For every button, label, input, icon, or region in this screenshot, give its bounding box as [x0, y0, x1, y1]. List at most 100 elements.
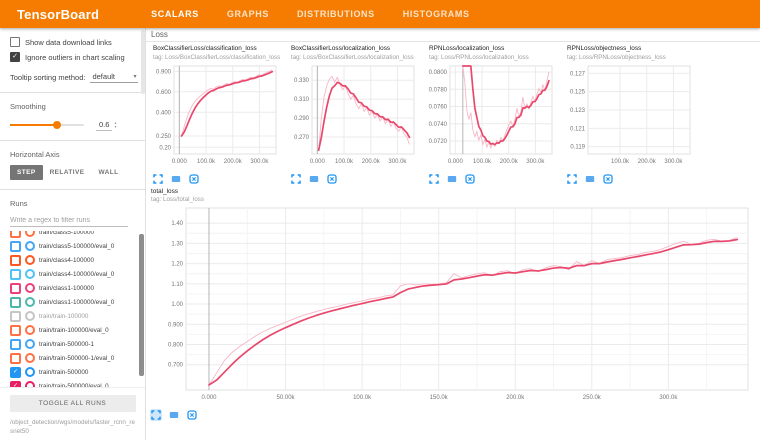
data-download-icon[interactable]: [168, 409, 180, 421]
expand-icon[interactable]: [290, 173, 302, 185]
data-download-icon[interactable]: [308, 173, 320, 185]
chart-toolbar: [152, 172, 286, 186]
run-checkbox[interactable]: [10, 338, 21, 350]
run-checkbox[interactable]: [10, 296, 21, 308]
expand-icon[interactable]: [566, 173, 578, 185]
chart-plot[interactable]: 0.127 0.125 0.123 0.121 0.119 100.0k 200.0k 300…: [562, 62, 696, 166]
smoothing-slider[interactable]: [10, 121, 84, 129]
tooltip-sort-dropdown[interactable]: default ▾: [90, 71, 139, 83]
show-download-checkbox[interactable]: [10, 37, 20, 47]
run-color-swatch[interactable]: [25, 381, 35, 387]
spinner-icon[interactable]: ▴ ▾: [114, 120, 117, 129]
category-header[interactable]: Loss: [146, 28, 760, 42]
run-color-swatch[interactable]: [25, 339, 35, 349]
chart-card: BoxClassifierLoss/localization_loss tag: …: [286, 45, 424, 186]
settings-sidebar: Show data download links ✓ Ignore outlie…: [0, 28, 146, 440]
run-color-swatch[interactable]: [25, 367, 35, 377]
run-color-swatch[interactable]: [25, 255, 35, 265]
run-item[interactable]: train/train-500000-1/eval_0: [0, 351, 145, 365]
run-checkbox[interactable]: [10, 310, 21, 322]
data-download-icon[interactable]: [446, 173, 458, 185]
tab-graphs[interactable]: GRAPHS: [226, 9, 269, 19]
run-checkbox[interactable]: ✓: [10, 366, 21, 378]
haxis-step[interactable]: STEP: [10, 165, 43, 180]
svg-text:300.0k: 300.0k: [388, 159, 407, 165]
show-download-label: Show data download links: [25, 37, 112, 47]
fit-domain-icon[interactable]: [464, 173, 476, 185]
chart-card: BoxClassifierLoss/classification_loss tag…: [148, 45, 286, 186]
run-checkbox[interactable]: [10, 254, 21, 266]
svg-text:0.0800: 0.0800: [429, 70, 448, 76]
run-item[interactable]: train/train-100000/eval_0: [0, 323, 145, 337]
tab-distributions[interactable]: DISTRIBUTIONS: [296, 9, 375, 19]
run-name: train/train-100000: [39, 312, 89, 320]
ignore-outliers-row[interactable]: ✓ Ignore outliers in chart scaling: [10, 52, 145, 62]
run-item[interactable]: train/class5-100000: [0, 231, 145, 239]
run-item[interactable]: train/class1-100000: [0, 281, 145, 295]
run-checkbox[interactable]: [10, 324, 21, 336]
svg-text:0.000: 0.000: [310, 159, 326, 165]
smoothing-value[interactable]: 0.6: [96, 119, 113, 131]
run-checkbox[interactable]: ✓: [10, 380, 21, 387]
run-checkbox[interactable]: [10, 268, 21, 280]
svg-text:100.0k: 100.0k: [335, 159, 354, 165]
run-color-swatch[interactable]: [25, 283, 35, 293]
runs-list-container: train/class5-100000 train/class5-100000/e…: [0, 231, 145, 388]
haxis-relative[interactable]: RELATIVE: [49, 169, 85, 176]
tab-scalars[interactable]: SCALARS: [151, 9, 199, 19]
runs-filter-input[interactable]: [10, 215, 128, 227]
run-checkbox[interactable]: [10, 240, 21, 252]
category-label: Loss: [151, 30, 168, 39]
chart-plot[interactable]: 0.900 0.600 0.400 0.250 0.20 0.000 100.0k 200.0…: [148, 62, 282, 166]
run-color-swatch[interactable]: [25, 231, 35, 237]
run-item[interactable]: train/train-500000-1: [0, 337, 145, 351]
data-download-icon[interactable]: [170, 173, 182, 185]
run-item[interactable]: train/class5-100000/eval_0: [0, 239, 145, 253]
run-checkbox[interactable]: [10, 282, 21, 294]
run-color-swatch[interactable]: [25, 325, 35, 335]
chart-plot[interactable]: 0.330 0.310 0.290 0.270 0.000 100.0k 200.0k 300…: [286, 62, 420, 166]
run-item[interactable]: ✓ train/train-500000: [0, 365, 145, 379]
svg-text:0.600: 0.600: [156, 89, 172, 95]
run-item[interactable]: train/class4-100000: [0, 253, 145, 267]
data-download-icon[interactable]: [584, 173, 596, 185]
run-checkbox[interactable]: [10, 231, 21, 238]
horizontal-axis-label: Horizontal Axis: [10, 150, 60, 159]
expand-icon[interactable]: [150, 409, 162, 422]
run-item[interactable]: ✓ train/train-500000/eval_0: [0, 379, 145, 387]
fit-domain-icon[interactable]: [326, 173, 338, 185]
show-download-row[interactable]: Show data download links: [10, 37, 145, 47]
runs-scrollbar[interactable]: [139, 234, 144, 376]
slider-knob[interactable]: [52, 121, 61, 129]
big-chart-tag: tag: Loss/total_loss: [151, 196, 204, 204]
toggle-all-runs-button[interactable]: TOGGLE ALL RUNS: [9, 395, 136, 412]
run-color-swatch[interactable]: [25, 241, 35, 251]
run-color-swatch[interactable]: [25, 269, 35, 279]
app-logo: TensorBoard: [17, 6, 100, 22]
svg-text:0.123: 0.123: [570, 108, 586, 114]
haxis-wall[interactable]: WALL: [98, 169, 119, 176]
chart-plot[interactable]: 0.0800 0.0780 0.0760 0.0740 0.0720 0.000 100.0…: [424, 62, 558, 166]
run-item[interactable]: train/class1-100000/eval_0: [0, 295, 145, 309]
chart-plot-total-loss[interactable]: 1.40 1.30 1.20 1.10 1.00 0.900 0.800 0.700 0.000…: [148, 204, 754, 402]
small-charts-row: BoxClassifierLoss/classification_loss tag…: [146, 42, 760, 186]
sidebar-scrollbar[interactable]: [141, 30, 145, 94]
run-color-swatch[interactable]: [25, 311, 35, 321]
run-checkbox[interactable]: [10, 352, 21, 364]
fit-domain-icon[interactable]: [188, 173, 200, 185]
svg-text:0.000: 0.000: [448, 159, 464, 165]
run-item[interactable]: train/class4-100000/eval_0: [0, 267, 145, 281]
run-color-swatch[interactable]: [25, 353, 35, 363]
svg-text:1.00: 1.00: [171, 302, 183, 308]
expand-icon[interactable]: [152, 173, 164, 185]
svg-text:0.400: 0.400: [156, 110, 172, 116]
expand-icon[interactable]: [428, 173, 440, 185]
ignore-outliers-checkbox[interactable]: ✓: [10, 52, 20, 62]
svg-text:300.0k: 300.0k: [250, 159, 269, 165]
run-color-swatch[interactable]: [25, 297, 35, 307]
fit-domain-icon[interactable]: [186, 409, 198, 421]
tab-histograms[interactable]: HISTOGRAMS: [402, 9, 470, 19]
run-item[interactable]: train/train-100000: [0, 309, 145, 323]
fit-domain-icon[interactable]: [602, 173, 614, 185]
runs-list: train/class5-100000 train/class5-100000/e…: [0, 231, 145, 387]
